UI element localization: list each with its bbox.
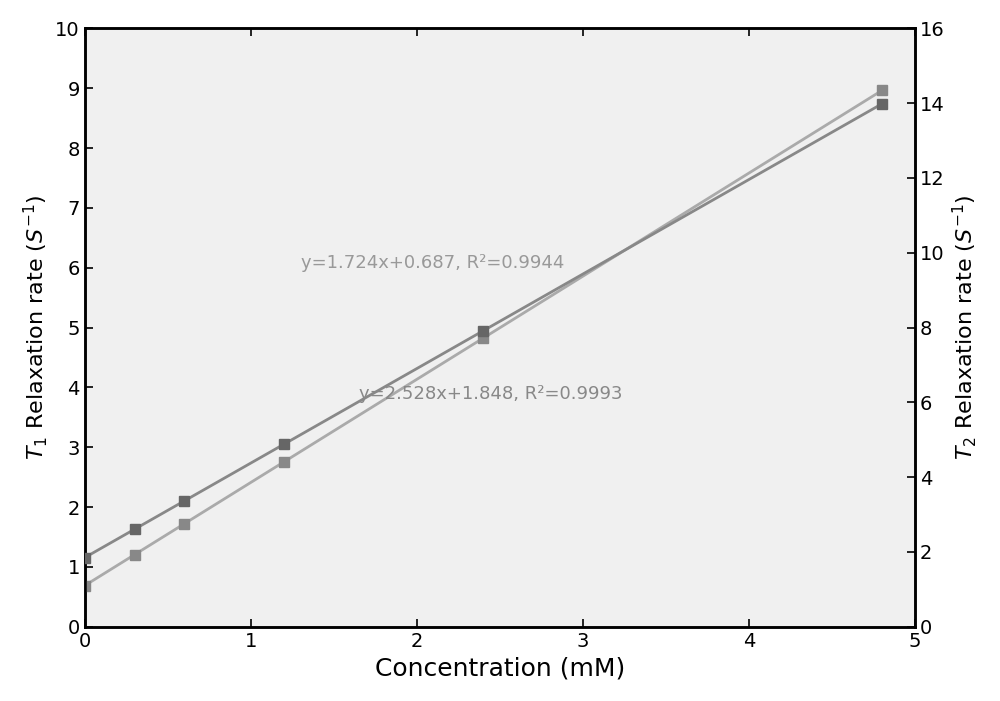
Text: y=1.724x+0.687, R²=0.9944: y=1.724x+0.687, R²=0.9944: [301, 254, 564, 272]
Y-axis label: $T_1$ Relaxation rate ($S^{-1}$): $T_1$ Relaxation rate ($S^{-1}$): [21, 195, 50, 461]
X-axis label: Concentration (mM): Concentration (mM): [375, 656, 625, 680]
Text: y=2.528x+1.848, R²=0.9993: y=2.528x+1.848, R²=0.9993: [359, 386, 622, 403]
Y-axis label: $T_2$ Relaxation rate ($S^{-1}$): $T_2$ Relaxation rate ($S^{-1}$): [950, 195, 979, 461]
